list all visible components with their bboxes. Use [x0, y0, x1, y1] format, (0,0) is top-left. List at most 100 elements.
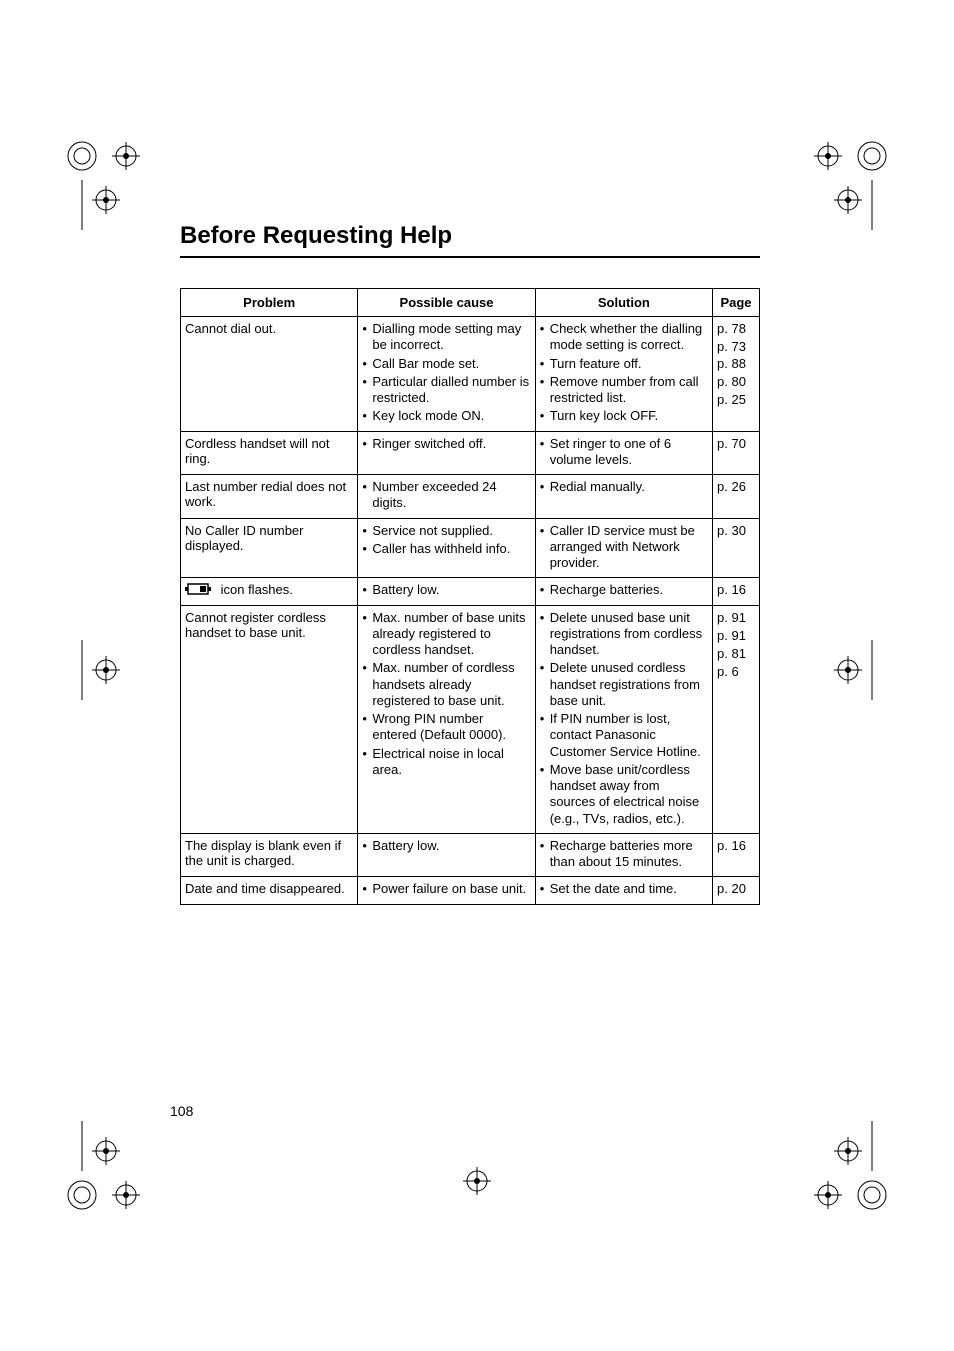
cell-problem: Cannot register cordless handset to base…	[181, 605, 358, 833]
page-ref: p. 91	[717, 610, 755, 626]
cause-item: Battery low.	[362, 582, 530, 598]
cell-solution: Set ringer to one of 6 volume levels.	[535, 431, 712, 475]
page-ref: p. 81	[717, 646, 755, 662]
page-ref: p. 6	[717, 664, 755, 680]
page-ref: p. 70	[717, 436, 755, 452]
print-mark-ml	[66, 640, 136, 700]
cell-solution: Set the date and time.	[535, 877, 712, 904]
cause-item: Battery low.	[362, 838, 530, 854]
solution-item: Set ringer to one of 6 volume levels.	[540, 436, 708, 469]
page-ref: p. 30	[717, 523, 755, 539]
problem-text: No Caller ID number displayed.	[185, 523, 304, 553]
cause-item: Max. number of base units already regist…	[362, 610, 530, 659]
print-mark-mr	[818, 640, 888, 700]
print-mark-bl	[66, 1121, 156, 1211]
cause-item: Wrong PIN number entered (Default 0000).	[362, 711, 530, 744]
cause-item: Max. number of cordless handsets already…	[362, 660, 530, 709]
problem-text: Cordless handset will not ring.	[185, 436, 330, 466]
cause-item: Caller has withheld info.	[362, 541, 530, 557]
table-row: No Caller ID number displayed. Service no…	[181, 518, 760, 578]
cell-solution: Recharge batteries more than about 15 mi…	[535, 833, 712, 877]
solution-item: Turn key lock OFF.	[540, 408, 708, 424]
th-cause: Possible cause	[358, 289, 535, 317]
cell-problem: No Caller ID number displayed.	[181, 518, 358, 578]
solution-item: Redial manually.	[540, 479, 708, 495]
cell-cause: Ringer switched off.	[358, 431, 535, 475]
cell-solution: Redial manually.	[535, 475, 712, 519]
solution-item: Delete unused cordless handset registrat…	[540, 660, 708, 709]
solution-item: Check whether the dialling mode setting …	[540, 321, 708, 354]
cause-item: Ringer switched off.	[362, 436, 530, 452]
problem-text: The display is blank even if the unit is…	[185, 838, 341, 868]
problem-text: Last number redial does not work.	[185, 479, 346, 509]
th-solution: Solution	[535, 289, 712, 317]
table-row: Cordless handset will not ring. Ringer sw…	[181, 431, 760, 475]
problem-text: icon flashes.	[217, 582, 293, 597]
table-row: Last number redial does not work. Number …	[181, 475, 760, 519]
table-row: Date and time disappeared. Power failure …	[181, 877, 760, 904]
solution-item: Recharge batteries more than about 15 mi…	[540, 838, 708, 871]
cell-page: p. 78 p. 73 p. 88 p. 80 p. 25	[713, 317, 760, 432]
page-ref: p. 26	[717, 479, 755, 495]
solution-item: Move base unit/cordless handset away fro…	[540, 762, 708, 827]
cell-problem: Cannot dial out.	[181, 317, 358, 432]
cell-solution: Caller ID service must be arranged with …	[535, 518, 712, 578]
title-rule	[180, 256, 760, 258]
solution-item: Turn feature off.	[540, 356, 708, 372]
problem-text: Cannot register cordless handset to base…	[185, 610, 326, 640]
cell-cause: Dialling mode setting may be incorrect. C…	[358, 317, 535, 432]
cell-problem: icon flashes.	[181, 578, 358, 605]
problem-text: Cannot dial out.	[185, 321, 276, 336]
cell-cause: Battery low.	[358, 833, 535, 877]
cell-cause: Power failure on base unit.	[358, 877, 535, 904]
cause-item: Service not supplied.	[362, 523, 530, 539]
print-mark-bc	[447, 1161, 507, 1201]
cell-page: p. 70	[713, 431, 760, 475]
solution-item: Remove number from call restricted list.	[540, 374, 708, 407]
cause-item: Electrical noise in local area.	[362, 746, 530, 779]
cell-cause: Service not supplied. Caller has withheld…	[358, 518, 535, 578]
page-ref: p. 78	[717, 321, 755, 337]
solution-item: If PIN number is lost, contact Panasonic…	[540, 711, 708, 760]
cell-cause: Number exceeded 24 digits.	[358, 475, 535, 519]
solution-item: Recharge batteries.	[540, 582, 708, 598]
table-row: Cannot register cordless handset to base…	[181, 605, 760, 833]
cell-problem: Last number redial does not work.	[181, 475, 358, 519]
problem-text: Date and time disappeared.	[185, 881, 345, 896]
table-header-row: Problem Possible cause Solution Page	[181, 289, 760, 317]
cell-solution: Delete unused base unit registrations fr…	[535, 605, 712, 833]
page-number: 108	[170, 1103, 193, 1119]
table-row: Cannot dial out. Dialling mode setting ma…	[181, 317, 760, 432]
print-mark-tr	[798, 140, 888, 230]
cell-page: p. 26	[713, 475, 760, 519]
print-mark-br	[798, 1121, 888, 1211]
troubleshooting-table: Problem Possible cause Solution Page Can…	[180, 288, 760, 905]
cell-problem: Date and time disappeared.	[181, 877, 358, 904]
cell-page: p. 91 p. 91 p. 81 p. 6	[713, 605, 760, 833]
page-ref: p. 80	[717, 374, 755, 390]
page-ref: p. 73 p. 88	[717, 339, 755, 372]
page-ref: p. 91	[717, 628, 755, 644]
page-ref: p. 16	[717, 582, 755, 598]
cell-page: p. 16	[713, 578, 760, 605]
cause-item: Dialling mode setting may be incorrect.	[362, 321, 530, 354]
solution-item: Caller ID service must be arranged with …	[540, 523, 708, 572]
solution-item: Delete unused base unit registrations fr…	[540, 610, 708, 659]
cell-page: p. 30	[713, 518, 760, 578]
cause-item: Key lock mode ON.	[362, 408, 530, 424]
cell-page: p. 16	[713, 833, 760, 877]
page-ref: p. 25	[717, 392, 755, 408]
cause-item: Call Bar mode set.	[362, 356, 530, 372]
cause-item: Particular dialled number is restricted.	[362, 374, 530, 407]
solution-item: Set the date and time.	[540, 881, 708, 897]
cause-item: Number exceeded 24 digits.	[362, 479, 530, 512]
th-page: Page	[713, 289, 760, 317]
cell-problem: The display is blank even if the unit is…	[181, 833, 358, 877]
page-content: Before Requesting Help Problem Possible …	[180, 222, 760, 905]
table-row: icon flashes. Battery low. Recharge batter…	[181, 578, 760, 605]
cell-cause: Max. number of base units already regist…	[358, 605, 535, 833]
cell-problem: Cordless handset will not ring.	[181, 431, 358, 475]
print-mark-tl	[66, 140, 156, 230]
cell-solution: Recharge batteries.	[535, 578, 712, 605]
page-title: Before Requesting Help	[180, 222, 760, 250]
